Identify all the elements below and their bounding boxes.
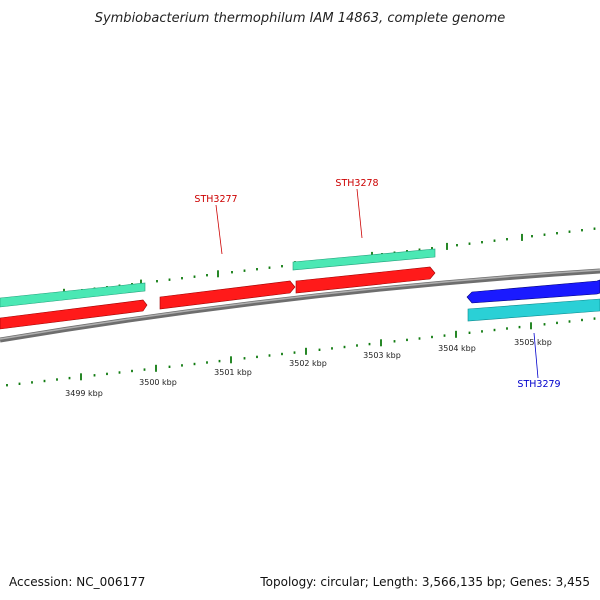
feature-green-left	[0, 282, 146, 308]
sth3277-label[interactable]: STH3277	[194, 194, 237, 205]
sth3279-leader-line	[533, 332, 539, 379]
genome-backbone-highlight	[0, 269, 600, 340]
feature-green-mid	[292, 248, 436, 271]
tick-label-3500: 3500 kbp	[139, 378, 177, 387]
tick-labels: 3499 kbp 3500 kbp 3501 kbp 3502 kbp 3503…	[65, 338, 552, 398]
feature-red-sth3278	[295, 266, 436, 294]
tick-label-3502: 3502 kbp	[289, 359, 327, 368]
genome-summary-text: Topology: circular; Length: 3,566,135 bp…	[259, 575, 590, 589]
sth3279-label[interactable]: STH3279	[517, 379, 560, 390]
tick-label-3499: 3499 kbp	[65, 389, 103, 398]
feature-cyan-sth3279	[467, 298, 600, 322]
map-title: Symbiobacterium thermophilum IAM 14863, …	[95, 11, 506, 26]
accession-text: Accession: NC_006177	[9, 575, 145, 589]
features	[0, 248, 600, 330]
feature-red-sth3277	[159, 280, 296, 310]
feature-red-left	[0, 299, 148, 330]
tick-label-3504: 3504 kbp	[438, 344, 476, 353]
genome-backbone	[0, 268, 600, 343]
feature-blue-sth3279	[466, 279, 600, 304]
sth3277-leader-line	[215, 204, 223, 255]
tick-label-3501: 3501 kbp	[214, 368, 252, 377]
tick-label-3503: 3503 kbp	[363, 351, 401, 360]
sth3278-leader-line	[356, 188, 363, 239]
gene-labels: STH3277 STH3278 STH3279	[194, 178, 560, 390]
sth3278-label[interactable]: STH3278	[335, 178, 378, 189]
tick-label-3505: 3505 kbp	[514, 338, 552, 347]
